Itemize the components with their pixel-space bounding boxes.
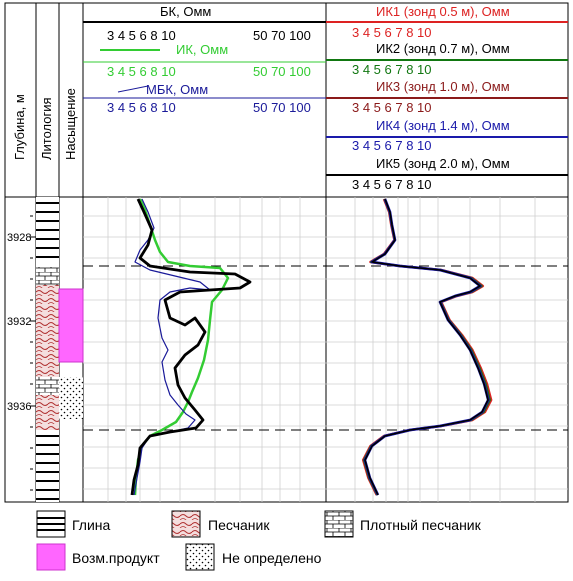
right-track-curves bbox=[361, 198, 493, 496]
ik4-label: ИК4 (зонд 1.4 м), Омм bbox=[376, 118, 510, 133]
mbk-scale-low: 3 4 5 6 8 10 bbox=[107, 100, 176, 115]
legend: Глина Песчаник Плотный песчаник Возм.про… bbox=[36, 510, 482, 571]
bk-scale-low: 3 4 5 6 8 10 bbox=[107, 28, 176, 43]
undefined-interval bbox=[59, 377, 83, 419]
mbk-scale-high: 50 70 100 bbox=[253, 100, 311, 115]
legend-possible-product: Возм.продукт bbox=[36, 543, 160, 571]
ik3-scale: 3 4 5 6 7 8 10 bbox=[352, 100, 432, 115]
saturation-header: Насыщение bbox=[63, 88, 78, 160]
ik2-label: ИК2 (зонд 0.7 м), Омм bbox=[376, 41, 510, 56]
ik2-scale: 3 4 5 6 7 8 10 bbox=[352, 62, 432, 77]
legend-dense-sandstone-label: Плотный песчаник bbox=[360, 517, 482, 533]
lithology-header: Литология bbox=[39, 97, 54, 160]
depth-header: Глубина, м bbox=[12, 94, 27, 160]
saturation-column bbox=[58, 288, 84, 419]
ik-scale-high: 50 70 100 bbox=[253, 64, 311, 79]
ik4-scale: 3 4 5 6 7 8 10 bbox=[352, 138, 432, 153]
bk-scale-high: 50 70 100 bbox=[253, 28, 311, 43]
bk-curve bbox=[130, 198, 252, 496]
legend-sandstone-label: Песчаник bbox=[208, 517, 270, 533]
legend-clay: Глина bbox=[36, 510, 111, 538]
left-track-grid bbox=[83, 197, 326, 502]
ik1-label: ИК1 (зонд 0.5 м), Омм bbox=[376, 4, 510, 19]
legend-possible-product-label: Возм.продукт bbox=[72, 550, 160, 566]
ik5-curve bbox=[364, 198, 489, 496]
ik1-scale: 3 4 5 6 7 8 10 bbox=[352, 25, 432, 40]
legend-dense-sandstone: Плотный песчаник bbox=[324, 510, 482, 538]
ik3-label: ИК3 (зонд 1.0 м), Омм bbox=[376, 79, 510, 94]
depth-tick: 3936 bbox=[7, 401, 31, 413]
legend-undefined: Не определено bbox=[185, 543, 322, 571]
ik5-label: ИК5 (зонд 2.0 м), Омм bbox=[376, 156, 510, 171]
ik-label: ИК, Омм bbox=[176, 42, 228, 57]
lithology-column bbox=[36, 197, 59, 502]
ik5-scale: 3 4 5 6 7 8 10 bbox=[352, 177, 432, 192]
possible-product-interval bbox=[58, 288, 84, 363]
left-panel-header: БК, Омм 3 4 5 6 8 10 50 70 100 ИК, Омм 3… bbox=[83, 4, 326, 115]
legend-clay-label: Глина bbox=[72, 517, 111, 533]
ik-scale-low: 3 4 5 6 8 10 bbox=[107, 64, 176, 79]
bk-label: БК, Омм bbox=[160, 4, 211, 19]
legend-sandstone: Песчаник bbox=[171, 510, 270, 538]
legend-undefined-label: Не определено bbox=[222, 550, 322, 566]
depth-tick: 3932 bbox=[7, 316, 31, 328]
mbk-label: МБК, Омм bbox=[146, 82, 208, 97]
left-track-curves bbox=[130, 198, 252, 496]
right-track-grid bbox=[326, 197, 568, 502]
right-panel-header: ИК1 (зонд 0.5 м), Омм 3 4 5 6 7 8 10 ИК2… bbox=[326, 4, 568, 192]
depth-axis: 3928 3932 3936 bbox=[7, 215, 36, 491]
depth-tick: 3928 bbox=[7, 232, 31, 244]
